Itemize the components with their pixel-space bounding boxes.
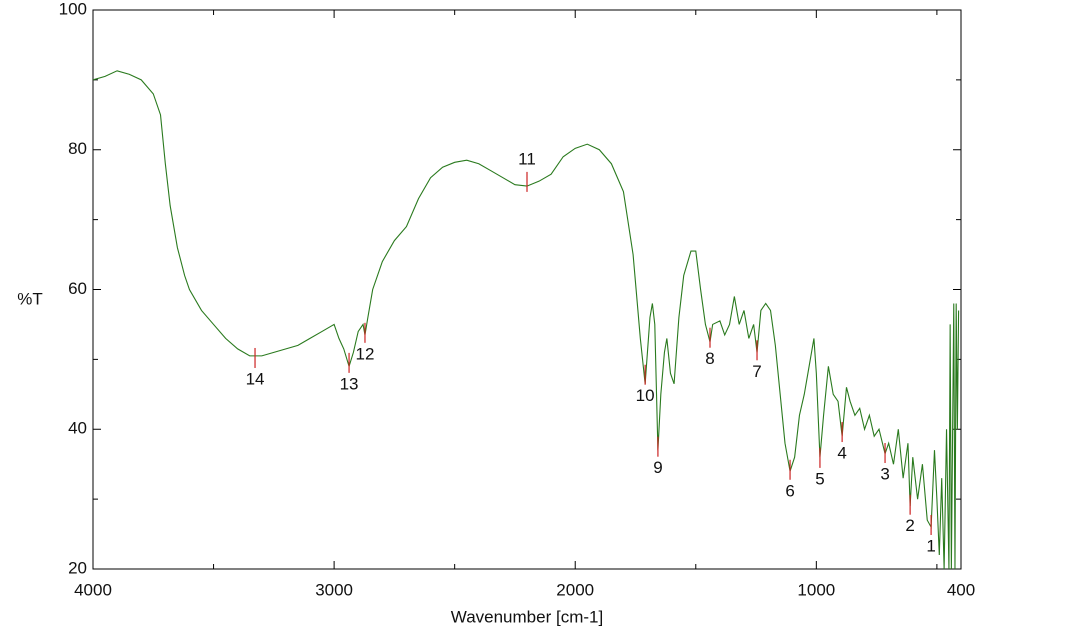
peak-label: 14 (246, 369, 265, 388)
peak-label: 3 (880, 464, 889, 483)
y-tick-label: 40 (68, 419, 87, 438)
y-tick-label: 80 (68, 139, 87, 158)
x-tick-label: 4000 (74, 580, 112, 599)
x-tick-label: 2000 (556, 580, 594, 599)
y-tick-label: 60 (68, 279, 87, 298)
peak-label: 8 (705, 349, 714, 368)
x-axis-label: Wavenumber [cm-1] (451, 607, 603, 626)
spectrum-line (93, 70, 960, 569)
peak-label: 11 (518, 149, 536, 168)
peak-label: 13 (340, 374, 359, 393)
peak-label: 4 (837, 444, 846, 463)
peak-label: 12 (356, 344, 375, 363)
y-tick-label: 100 (59, 0, 87, 18)
y-tick-label: 20 (68, 558, 87, 577)
peak-label: 5 (815, 469, 824, 488)
peak-label: 7 (752, 362, 761, 381)
x-tick-label: 3000 (315, 580, 353, 599)
peak-label: 2 (905, 516, 914, 535)
y-axis-label: %T (17, 289, 43, 308)
x-tick-label: 1000 (797, 580, 835, 599)
peak-label: 9 (653, 458, 662, 477)
plot-frame (92, 9, 962, 570)
peak-label: 10 (636, 386, 655, 405)
x-tick-label: 400 (947, 580, 975, 599)
peak-label: 1 (926, 536, 935, 555)
peak-label: 6 (785, 481, 794, 500)
